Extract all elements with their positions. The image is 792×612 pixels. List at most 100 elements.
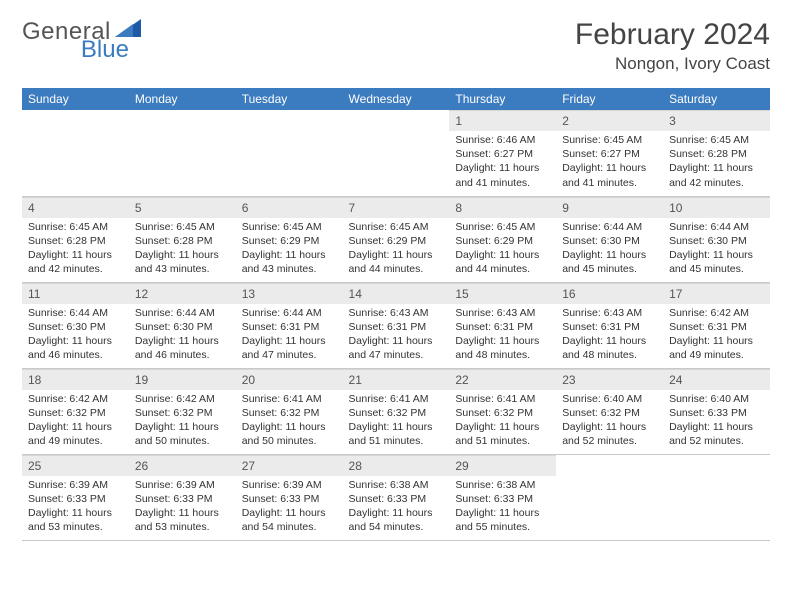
day-number: 17 xyxy=(663,283,770,304)
day-content: Sunrise: 6:40 AMSunset: 6:32 PMDaylight:… xyxy=(556,390,663,453)
day-content: Sunrise: 6:45 AMSunset: 6:29 PMDaylight:… xyxy=(449,218,556,281)
day-content: Sunrise: 6:39 AMSunset: 6:33 PMDaylight:… xyxy=(236,476,343,539)
title-block: February 2024 Nongon, Ivory Coast xyxy=(575,18,770,74)
day-header: Monday xyxy=(129,88,236,110)
day-content: Sunrise: 6:45 AMSunset: 6:28 PMDaylight:… xyxy=(22,218,129,281)
day-content: Sunrise: 6:44 AMSunset: 6:30 PMDaylight:… xyxy=(663,218,770,281)
calendar-day-cell: 16Sunrise: 6:43 AMSunset: 6:31 PMDayligh… xyxy=(556,282,663,368)
calendar-day-cell: 27Sunrise: 6:39 AMSunset: 6:33 PMDayligh… xyxy=(236,454,343,540)
calendar-day-cell xyxy=(236,110,343,196)
day-number: 27 xyxy=(236,455,343,476)
day-content: Sunrise: 6:44 AMSunset: 6:30 PMDaylight:… xyxy=(129,304,236,367)
day-header: Saturday xyxy=(663,88,770,110)
day-content: Sunrise: 6:45 AMSunset: 6:29 PMDaylight:… xyxy=(343,218,450,281)
day-number: 20 xyxy=(236,369,343,390)
calendar-day-cell xyxy=(129,110,236,196)
calendar-day-cell: 14Sunrise: 6:43 AMSunset: 6:31 PMDayligh… xyxy=(343,282,450,368)
calendar-week-row: 25Sunrise: 6:39 AMSunset: 6:33 PMDayligh… xyxy=(22,454,770,540)
calendar-day-cell: 25Sunrise: 6:39 AMSunset: 6:33 PMDayligh… xyxy=(22,454,129,540)
day-content: Sunrise: 6:40 AMSunset: 6:33 PMDaylight:… xyxy=(663,390,770,453)
day-number: 19 xyxy=(129,369,236,390)
day-number: 18 xyxy=(22,369,129,390)
calendar-day-cell: 5Sunrise: 6:45 AMSunset: 6:28 PMDaylight… xyxy=(129,196,236,282)
day-content: Sunrise: 6:46 AMSunset: 6:27 PMDaylight:… xyxy=(449,131,556,194)
day-content: Sunrise: 6:41 AMSunset: 6:32 PMDaylight:… xyxy=(236,390,343,453)
calendar-day-cell: 15Sunrise: 6:43 AMSunset: 6:31 PMDayligh… xyxy=(449,282,556,368)
day-number: 15 xyxy=(449,283,556,304)
day-content: Sunrise: 6:44 AMSunset: 6:31 PMDaylight:… xyxy=(236,304,343,367)
day-number: 10 xyxy=(663,197,770,218)
calendar-week-row: 4Sunrise: 6:45 AMSunset: 6:28 PMDaylight… xyxy=(22,196,770,282)
calendar-week-row: 18Sunrise: 6:42 AMSunset: 6:32 PMDayligh… xyxy=(22,368,770,454)
calendar-day-cell: 9Sunrise: 6:44 AMSunset: 6:30 PMDaylight… xyxy=(556,196,663,282)
calendar-day-cell: 3Sunrise: 6:45 AMSunset: 6:28 PMDaylight… xyxy=(663,110,770,196)
day-content: Sunrise: 6:43 AMSunset: 6:31 PMDaylight:… xyxy=(343,304,450,367)
calendar-day-cell: 8Sunrise: 6:45 AMSunset: 6:29 PMDaylight… xyxy=(449,196,556,282)
day-content: Sunrise: 6:44 AMSunset: 6:30 PMDaylight:… xyxy=(22,304,129,367)
calendar-day-cell xyxy=(663,454,770,540)
day-number: 26 xyxy=(129,455,236,476)
day-number: 11 xyxy=(22,283,129,304)
day-header: Tuesday xyxy=(236,88,343,110)
calendar-day-cell: 24Sunrise: 6:40 AMSunset: 6:33 PMDayligh… xyxy=(663,368,770,454)
day-number: 5 xyxy=(129,197,236,218)
calendar-day-cell: 11Sunrise: 6:44 AMSunset: 6:30 PMDayligh… xyxy=(22,282,129,368)
day-number: 28 xyxy=(343,455,450,476)
calendar-day-cell: 20Sunrise: 6:41 AMSunset: 6:32 PMDayligh… xyxy=(236,368,343,454)
calendar-day-cell: 13Sunrise: 6:44 AMSunset: 6:31 PMDayligh… xyxy=(236,282,343,368)
calendar-day-cell: 1Sunrise: 6:46 AMSunset: 6:27 PMDaylight… xyxy=(449,110,556,196)
day-content: Sunrise: 6:38 AMSunset: 6:33 PMDaylight:… xyxy=(449,476,556,539)
day-number: 4 xyxy=(22,197,129,218)
day-header: Thursday xyxy=(449,88,556,110)
day-number: 9 xyxy=(556,197,663,218)
calendar-day-cell: 6Sunrise: 6:45 AMSunset: 6:29 PMDaylight… xyxy=(236,196,343,282)
day-number: 2 xyxy=(556,110,663,131)
day-header: Friday xyxy=(556,88,663,110)
calendar-day-cell xyxy=(343,110,450,196)
day-number: 6 xyxy=(236,197,343,218)
location-label: Nongon, Ivory Coast xyxy=(575,54,770,74)
page-header: General Blue February 2024 Nongon, Ivory… xyxy=(22,18,770,74)
day-number: 3 xyxy=(663,110,770,131)
calendar-day-cell: 23Sunrise: 6:40 AMSunset: 6:32 PMDayligh… xyxy=(556,368,663,454)
calendar-day-cell: 4Sunrise: 6:45 AMSunset: 6:28 PMDaylight… xyxy=(22,196,129,282)
day-number: 8 xyxy=(449,197,556,218)
calendar-day-cell: 12Sunrise: 6:44 AMSunset: 6:30 PMDayligh… xyxy=(129,282,236,368)
day-number: 25 xyxy=(22,455,129,476)
day-content: Sunrise: 6:44 AMSunset: 6:30 PMDaylight:… xyxy=(556,218,663,281)
day-content: Sunrise: 6:42 AMSunset: 6:31 PMDaylight:… xyxy=(663,304,770,367)
calendar-week-row: 11Sunrise: 6:44 AMSunset: 6:30 PMDayligh… xyxy=(22,282,770,368)
day-content: Sunrise: 6:41 AMSunset: 6:32 PMDaylight:… xyxy=(449,390,556,453)
brand-logo: General Blue xyxy=(22,18,193,46)
calendar-day-cell: 21Sunrise: 6:41 AMSunset: 6:32 PMDayligh… xyxy=(343,368,450,454)
calendar-table: SundayMondayTuesdayWednesdayThursdayFrid… xyxy=(22,88,770,541)
day-content: Sunrise: 6:45 AMSunset: 6:29 PMDaylight:… xyxy=(236,218,343,281)
day-number: 29 xyxy=(449,455,556,476)
day-number: 24 xyxy=(663,369,770,390)
calendar-day-cell: 26Sunrise: 6:39 AMSunset: 6:33 PMDayligh… xyxy=(129,454,236,540)
calendar-header-row: SundayMondayTuesdayWednesdayThursdayFrid… xyxy=(22,88,770,110)
day-content: Sunrise: 6:43 AMSunset: 6:31 PMDaylight:… xyxy=(556,304,663,367)
calendar-day-cell xyxy=(556,454,663,540)
day-content: Sunrise: 6:43 AMSunset: 6:31 PMDaylight:… xyxy=(449,304,556,367)
day-number: 21 xyxy=(343,369,450,390)
day-content: Sunrise: 6:41 AMSunset: 6:32 PMDaylight:… xyxy=(343,390,450,453)
day-content: Sunrise: 6:42 AMSunset: 6:32 PMDaylight:… xyxy=(129,390,236,453)
calendar-day-cell: 18Sunrise: 6:42 AMSunset: 6:32 PMDayligh… xyxy=(22,368,129,454)
calendar-day-cell: 17Sunrise: 6:42 AMSunset: 6:31 PMDayligh… xyxy=(663,282,770,368)
day-number: 7 xyxy=(343,197,450,218)
day-header: Wednesday xyxy=(343,88,450,110)
day-number: 12 xyxy=(129,283,236,304)
day-content: Sunrise: 6:38 AMSunset: 6:33 PMDaylight:… xyxy=(343,476,450,539)
calendar-day-cell: 29Sunrise: 6:38 AMSunset: 6:33 PMDayligh… xyxy=(449,454,556,540)
day-number: 22 xyxy=(449,369,556,390)
calendar-week-row: 1Sunrise: 6:46 AMSunset: 6:27 PMDaylight… xyxy=(22,110,770,196)
calendar-day-cell: 28Sunrise: 6:38 AMSunset: 6:33 PMDayligh… xyxy=(343,454,450,540)
day-content: Sunrise: 6:45 AMSunset: 6:28 PMDaylight:… xyxy=(663,131,770,194)
day-content: Sunrise: 6:39 AMSunset: 6:33 PMDaylight:… xyxy=(129,476,236,539)
calendar-day-cell: 7Sunrise: 6:45 AMSunset: 6:29 PMDaylight… xyxy=(343,196,450,282)
calendar-day-cell: 10Sunrise: 6:44 AMSunset: 6:30 PMDayligh… xyxy=(663,196,770,282)
calendar-body: 1Sunrise: 6:46 AMSunset: 6:27 PMDaylight… xyxy=(22,110,770,540)
day-content: Sunrise: 6:45 AMSunset: 6:28 PMDaylight:… xyxy=(129,218,236,281)
day-content: Sunrise: 6:42 AMSunset: 6:32 PMDaylight:… xyxy=(22,390,129,453)
